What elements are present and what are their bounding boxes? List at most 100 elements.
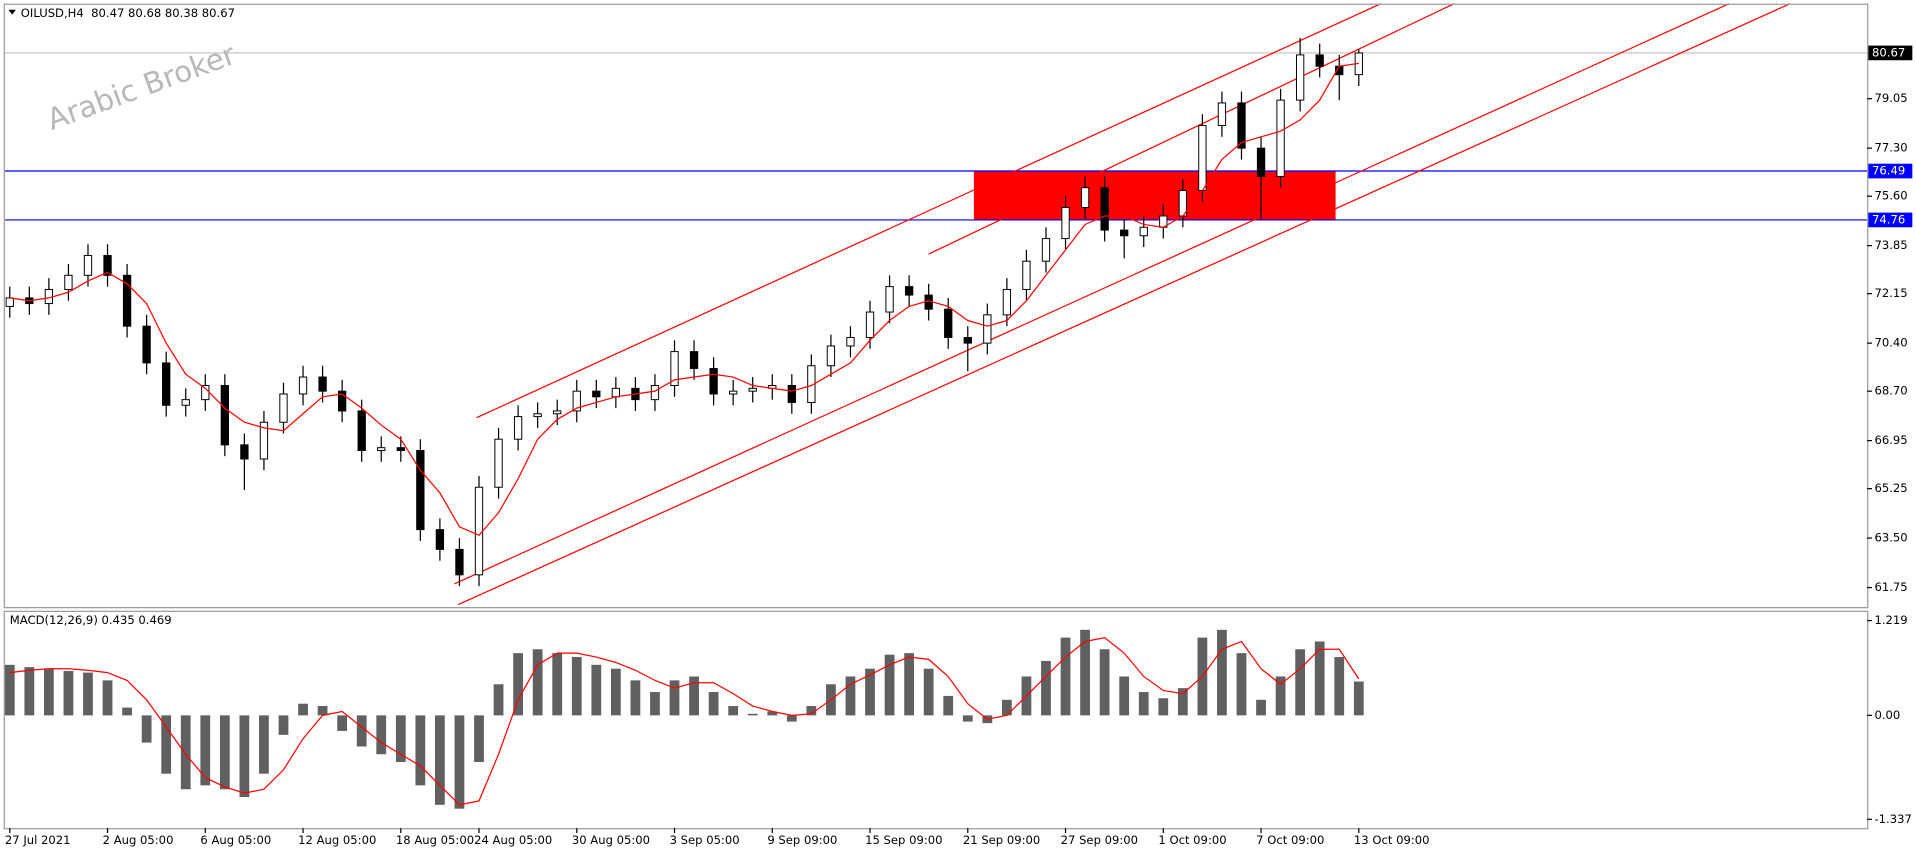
macd-y-tick-label: -1.337 (1874, 812, 1911, 826)
y-tick-label: 63.50 (1874, 531, 1907, 545)
macd-bar (435, 715, 445, 805)
candle-body (748, 387, 757, 392)
macd-bar (278, 715, 289, 735)
macd-bar (454, 715, 465, 809)
macd-bar (1295, 649, 1306, 716)
y-tick-label: 73.85 (1874, 238, 1907, 252)
candle-body (983, 314, 992, 344)
candle-body (1100, 187, 1109, 231)
y-tick-label: 61.75 (1874, 580, 1907, 594)
y-tick-label: 68.70 (1874, 384, 1907, 398)
candle-body (1041, 238, 1051, 262)
macd-bar (180, 715, 191, 790)
x-tick-label: 9 Sep 09:00 (767, 833, 837, 847)
candle-body (142, 325, 151, 364)
macd-bar (259, 715, 269, 774)
x-tick-label: 1 Oct 09:00 (1158, 833, 1226, 847)
macd-bar (962, 715, 973, 722)
macd-bar (337, 715, 348, 731)
candle-body (1237, 102, 1246, 149)
macd-y-tick-label: 1.219 (1874, 613, 1907, 627)
candle-body (240, 444, 249, 460)
macd-bar (1138, 692, 1149, 716)
macd-bar (904, 653, 915, 716)
macd-signal (9, 636, 1360, 806)
candle-body (865, 311, 875, 338)
macd-bar (474, 715, 484, 763)
candle-body (396, 447, 405, 451)
macd-bar (219, 715, 230, 790)
candle-body (103, 255, 112, 276)
candle-body (592, 390, 601, 398)
x-tick-label: 18 Aug 05:00 (396, 833, 474, 847)
macd-bar (83, 672, 93, 716)
x-tick-label: 27 Sep 09:00 (1061, 833, 1138, 847)
macd-bar (728, 706, 739, 716)
level-label: 76.49 (1872, 164, 1905, 178)
macd-panel-frame (3, 610, 1869, 830)
candle-body (1256, 147, 1266, 177)
macd-bar (786, 715, 797, 722)
candle-body (1080, 187, 1090, 208)
candle-body (729, 390, 738, 395)
macd-bar (591, 664, 602, 716)
candle-body (5, 297, 14, 307)
channel-line (454, 3, 1730, 585)
y-tick-label: 79.05 (1874, 91, 1907, 105)
macd-bar (141, 715, 152, 743)
candle-body (44, 288, 54, 305)
candle-body (416, 450, 425, 531)
x-tick-label: 12 Aug 05:00 (298, 833, 376, 847)
candle-body (885, 286, 894, 313)
macd-bar (747, 713, 758, 716)
macd-bar (415, 715, 426, 786)
macd-bar (298, 703, 308, 716)
macd-bar (1236, 653, 1247, 716)
x-tick-label: 15 Sep 09:00 (865, 833, 942, 847)
macd-bar (1275, 676, 1286, 716)
candle-body (826, 345, 836, 367)
macd-bar (43, 668, 54, 716)
candle-body (1276, 99, 1285, 177)
macd-title: MACD(12,26,9) 0.435 0.469 (10, 613, 172, 627)
level-label-box (1868, 212, 1913, 228)
candle-body (377, 447, 386, 451)
candle-body (455, 548, 464, 576)
x-tick-label: 24 Aug 05:00 (474, 833, 552, 847)
channel-line (928, 3, 1455, 255)
candle-body (1022, 260, 1031, 290)
candle-body (1061, 207, 1070, 240)
price-panel-frame (3, 3, 1869, 609)
candle-body (513, 416, 523, 440)
macd-bar (1314, 641, 1325, 716)
candle-body (1139, 226, 1148, 237)
macd-bar (1353, 681, 1364, 716)
moving-average (9, 62, 1359, 537)
candle-body (670, 351, 679, 387)
macd-bar (1041, 660, 1051, 716)
macd-bar (493, 684, 504, 716)
candle-body (357, 410, 366, 451)
x-tick-label: 2 Aug 05:00 (103, 833, 174, 847)
macd-bar (865, 668, 875, 716)
candle-body (846, 336, 855, 347)
macd-bar (767, 711, 778, 716)
macd-bar (630, 680, 641, 716)
level-label: 74.76 (1872, 212, 1905, 226)
candle-body (64, 274, 73, 290)
macd-y-tick-label: 0.00 (1874, 708, 1900, 722)
macd-bar (161, 715, 172, 774)
macd-bar (708, 692, 719, 716)
candle-body (122, 274, 132, 327)
macd-bar (1119, 676, 1130, 716)
macd-bar (1177, 688, 1188, 716)
menu-triangle (8, 9, 16, 15)
candle-body (435, 529, 445, 550)
macd-bar (376, 715, 387, 755)
candle-body (1002, 288, 1012, 316)
macd-bar (943, 695, 954, 716)
y-tick-label: 77.30 (1874, 141, 1907, 155)
macd-bar (1001, 699, 1012, 716)
macd-bar (24, 667, 35, 716)
candle-body (1315, 54, 1324, 67)
